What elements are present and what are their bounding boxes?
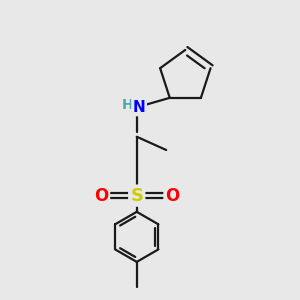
Text: N: N (133, 100, 146, 115)
Text: O: O (94, 187, 109, 205)
Text: S: S (130, 187, 143, 205)
Text: O: O (165, 187, 179, 205)
Text: H: H (122, 98, 133, 112)
